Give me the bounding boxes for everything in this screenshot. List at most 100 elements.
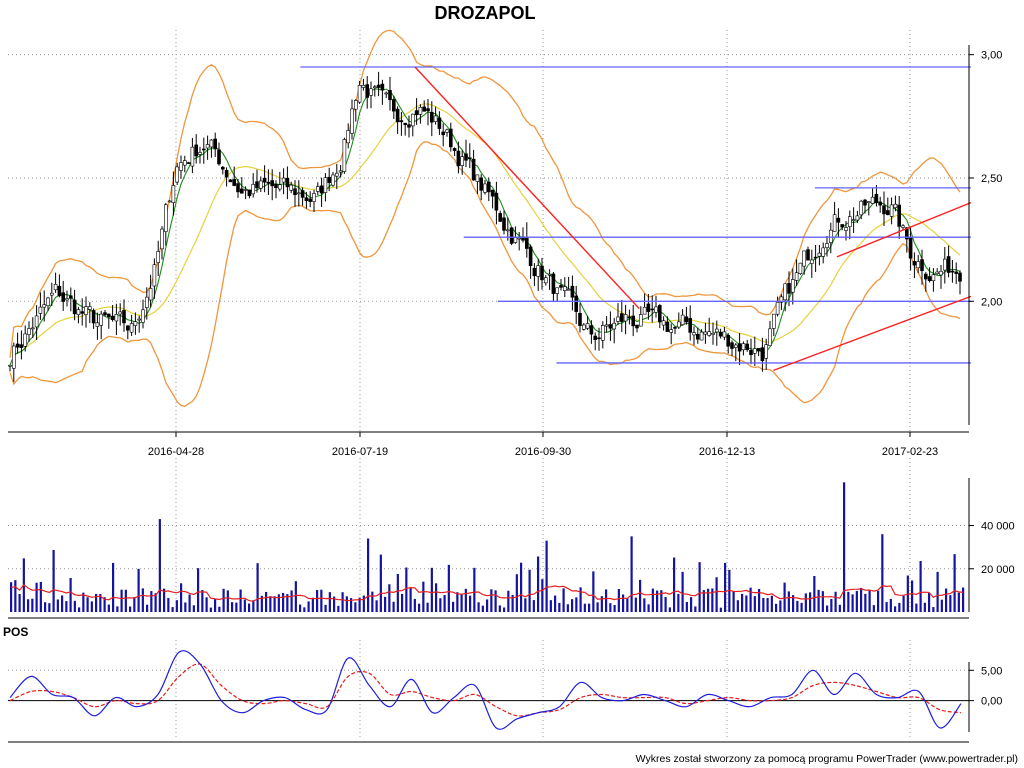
volume-panel: 40 000 20 000	[8, 458, 1015, 619]
candle-body	[331, 174, 335, 186]
candle-body	[247, 189, 252, 197]
volume-bar	[205, 597, 208, 612]
volume-bar	[422, 581, 425, 612]
candle	[342, 137, 347, 174]
candle	[509, 227, 514, 246]
volume-bar	[464, 588, 467, 612]
candle-body	[589, 325, 594, 335]
candle-body	[764, 344, 769, 359]
candle	[733, 343, 738, 362]
volume-bar	[630, 536, 633, 612]
volume-bar	[379, 554, 382, 612]
volume-bar	[847, 591, 850, 612]
candle	[946, 245, 951, 278]
volume-bar	[120, 589, 123, 612]
candle-body	[156, 251, 160, 263]
candle	[300, 187, 305, 206]
candle	[395, 106, 400, 134]
volume-bar	[566, 604, 569, 612]
candle	[175, 162, 179, 185]
candle	[859, 199, 864, 220]
candle	[103, 310, 107, 317]
candle-body	[334, 172, 339, 177]
candle	[296, 180, 301, 207]
candle	[403, 122, 408, 136]
volume-bar	[175, 600, 178, 612]
volume-bar	[962, 587, 965, 612]
candle	[832, 202, 837, 232]
volume-bar	[617, 589, 620, 612]
candle	[304, 192, 309, 209]
candle-body	[403, 122, 408, 126]
trend-line-1	[773, 295, 972, 371]
candle-body	[84, 306, 88, 315]
candlesticks	[8, 71, 962, 382]
candle-body	[27, 328, 31, 335]
candle-body	[646, 303, 651, 312]
candle	[38, 292, 43, 320]
moving-averages	[9, 88, 961, 366]
candle-body	[448, 128, 453, 148]
candle-body	[49, 292, 54, 296]
candle	[866, 201, 871, 216]
volume-bar	[677, 593, 680, 612]
candle	[346, 123, 351, 149]
volume-bar	[324, 604, 327, 612]
candle	[566, 276, 571, 291]
candle-body	[53, 283, 58, 291]
volume-bar	[48, 603, 51, 612]
candle	[901, 224, 905, 231]
candle-body	[718, 332, 723, 337]
volume-bar	[116, 606, 119, 612]
candle	[122, 299, 126, 332]
candle-body	[916, 261, 921, 269]
candle	[695, 327, 700, 344]
candle	[445, 128, 449, 137]
candle-body	[768, 328, 772, 346]
candle	[612, 317, 617, 344]
candle-body	[372, 86, 377, 89]
volume-bar	[14, 580, 17, 612]
volume-bar	[898, 602, 901, 612]
candle-body	[141, 309, 145, 323]
price-panel: 2016-04-28 2016-07-19 2016-09-30 2016-12-13…	[8, 29, 1002, 458]
candle	[524, 222, 529, 258]
candle	[221, 165, 225, 175]
candle-body	[148, 288, 153, 301]
volume-bar	[456, 592, 459, 612]
candle-body	[95, 322, 100, 327]
candle	[448, 122, 453, 152]
candle	[532, 263, 537, 287]
candle-body	[270, 180, 275, 187]
candle-body	[224, 170, 229, 178]
candle-body	[69, 295, 73, 299]
volume-bar	[44, 602, 47, 612]
candle-body	[167, 200, 172, 203]
candle-body	[901, 225, 905, 228]
volume-bar	[787, 591, 790, 612]
candle-body	[642, 306, 647, 315]
candle	[627, 309, 632, 325]
candle	[483, 179, 487, 195]
candle-body	[593, 335, 598, 340]
candle-body	[42, 304, 47, 308]
candle-body	[616, 316, 620, 322]
volume-bar	[171, 607, 174, 612]
bollinger-bands	[9, 29, 961, 407]
candle	[760, 337, 765, 372]
candle	[353, 98, 358, 122]
volume-y-tick-label-0: 40 000	[981, 521, 1015, 533]
candle-body	[164, 204, 168, 232]
candle-body	[859, 200, 864, 216]
candle-body	[103, 312, 107, 316]
candle	[129, 314, 134, 336]
candle	[319, 177, 324, 207]
candle-body	[562, 286, 567, 291]
candle-body	[802, 250, 807, 267]
candle	[338, 165, 343, 178]
candle	[771, 313, 776, 336]
candle	[806, 246, 810, 261]
volume-bar	[643, 598, 646, 612]
candle-body	[323, 177, 328, 193]
